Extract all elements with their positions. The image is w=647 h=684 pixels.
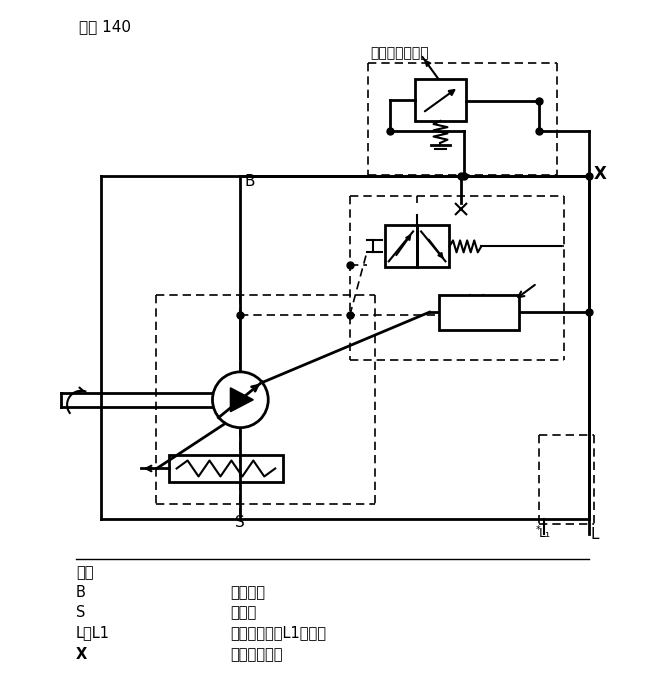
Text: L，L1: L，L1	[76, 625, 110, 640]
Text: L₁: L₁	[539, 527, 551, 540]
Bar	[439, 295, 519, 330]
Bar	[415, 79, 466, 121]
Bar	[169, 455, 283, 482]
Bar	[417, 226, 450, 267]
Text: L: L	[591, 527, 599, 542]
Text: X: X	[594, 165, 607, 183]
Text: 油口: 油口	[76, 565, 94, 580]
Circle shape	[212, 372, 269, 428]
Text: B: B	[76, 585, 86, 600]
Text: S: S	[236, 515, 245, 530]
Text: 压力油口: 压力油口	[230, 585, 265, 600]
Text: 先导压力油口: 先导压力油口	[230, 647, 283, 661]
Text: 进油口: 进油口	[230, 605, 257, 620]
Text: 规格 140: 规格 140	[79, 19, 131, 34]
Text: B: B	[245, 174, 255, 189]
Bar	[385, 226, 417, 267]
Text: *: *	[536, 525, 541, 535]
Polygon shape	[230, 388, 254, 412]
Text: 壳体泄油口（L1堵死）: 壳体泄油口（L1堵死）	[230, 625, 326, 640]
Text: 不在供货范围内: 不在供货范围内	[370, 47, 428, 60]
Text: X: X	[76, 647, 87, 661]
Text: S: S	[76, 605, 85, 620]
